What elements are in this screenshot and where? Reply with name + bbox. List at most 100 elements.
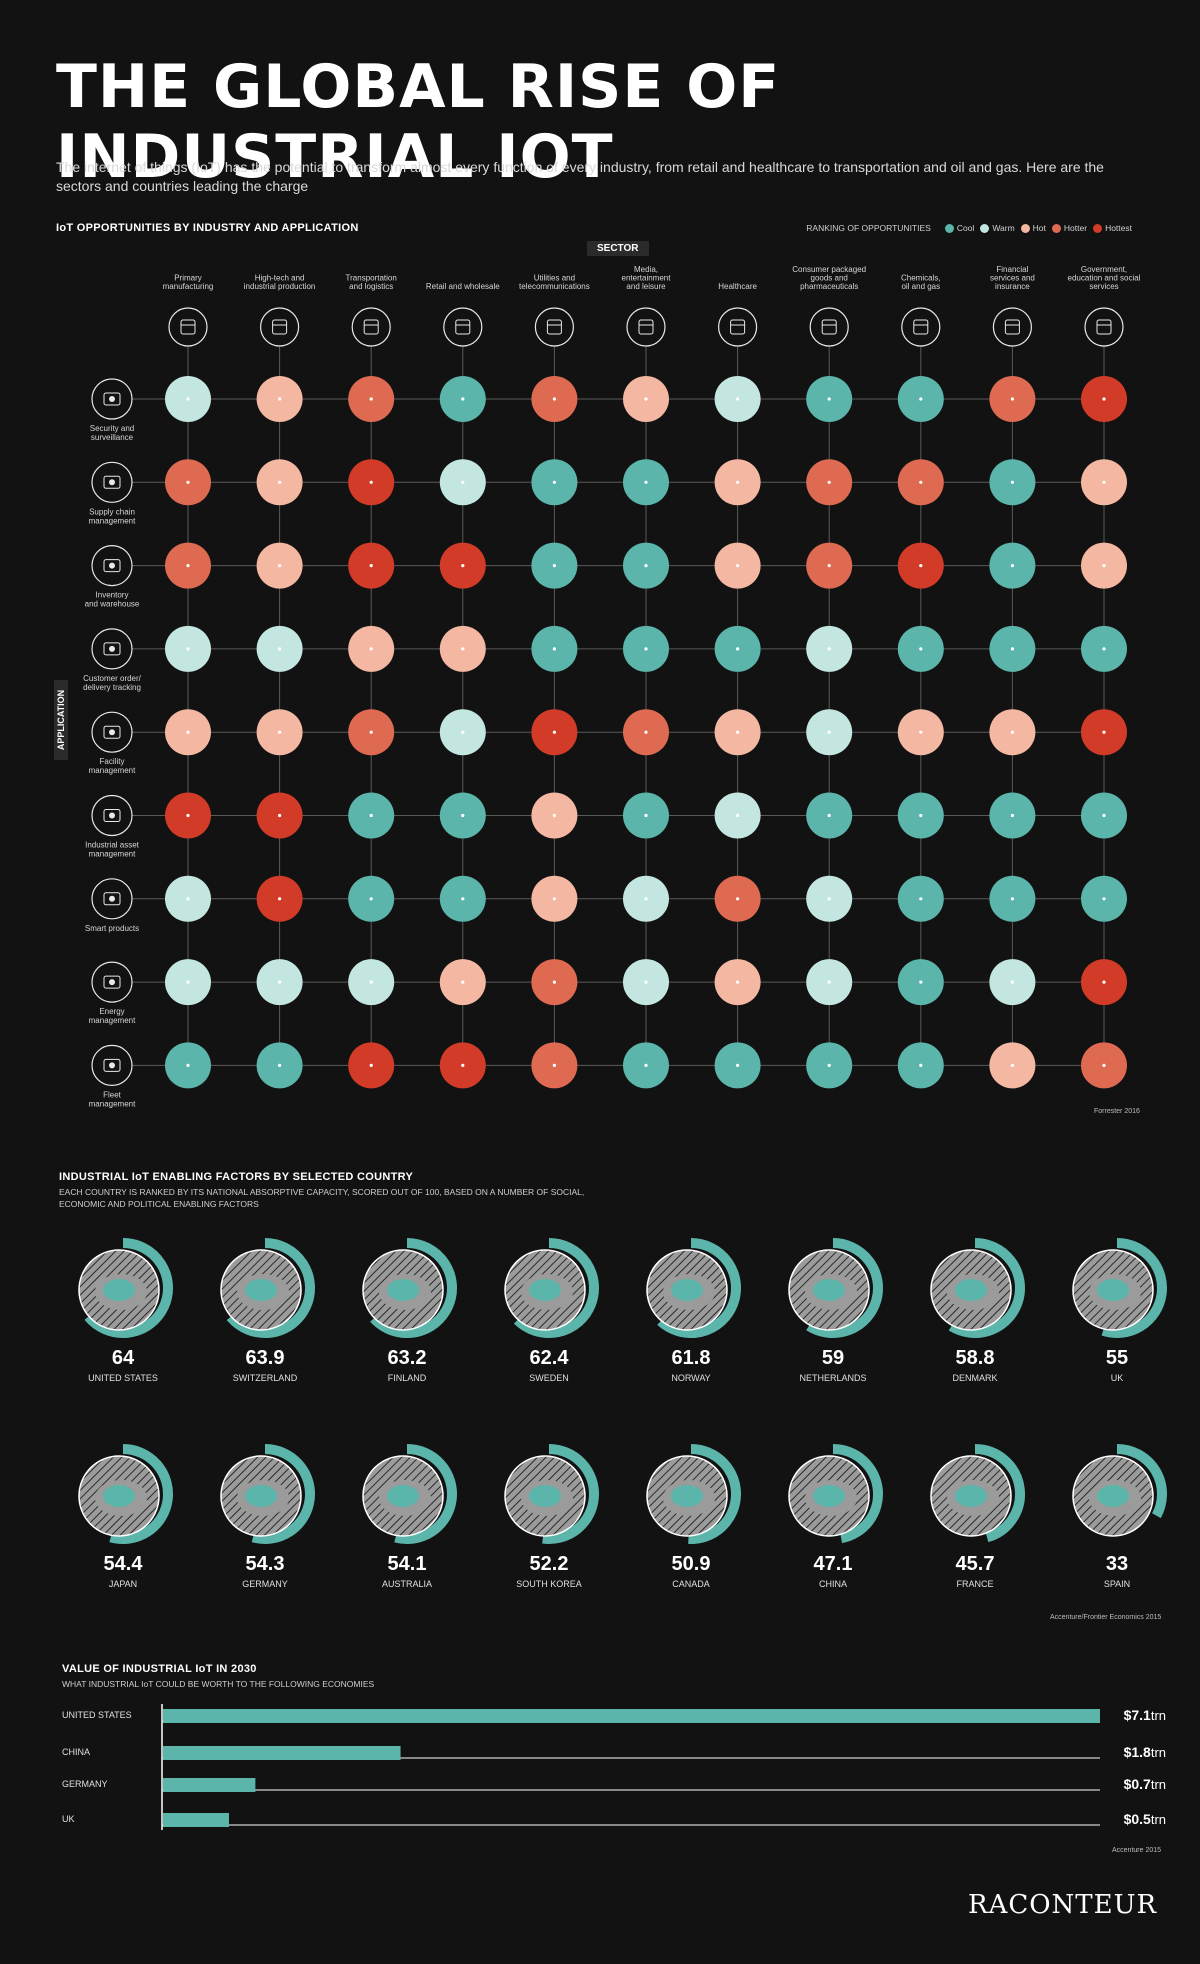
highlighted-country	[103, 1279, 135, 1301]
legend-item-warm: Warm	[980, 223, 1015, 233]
dot-center	[461, 647, 465, 651]
legend-item-hottest: Hottest	[1093, 223, 1132, 233]
tools-icon	[168, 307, 208, 347]
highlighted-country	[955, 1279, 987, 1301]
sector-label: High-tech and industrial production	[244, 274, 316, 292]
dot-center	[186, 397, 190, 401]
dot-center	[919, 647, 923, 651]
application-label: Energy management	[89, 1007, 136, 1025]
country-score: 45.7	[955, 1553, 995, 1575]
legend-item-hotter: Hotter	[1051, 223, 1087, 233]
dot-center	[736, 813, 740, 818]
dot-center	[919, 397, 923, 401]
dot-center	[736, 1063, 740, 1067]
countries-title: INDUSTRIAL IoT ENABLING FACTORS BY SELEC…	[59, 1171, 414, 1183]
opportunity-heatmap: Primary manufacturing High-tech and industr…	[83, 265, 1141, 1108]
country-shape	[947, 1480, 999, 1516]
highlighted-country	[103, 1485, 135, 1507]
highlighted-country	[387, 1485, 419, 1507]
country-name: UNITED STATES	[88, 1373, 158, 1383]
country-name: SOUTH KOREA	[516, 1579, 582, 1589]
country-item: 63.2 FINLAND	[347, 1347, 467, 1383]
dot-center	[827, 813, 831, 818]
map-disc	[647, 1250, 727, 1330]
dot-center	[919, 897, 923, 901]
country-name: AUSTRALIA	[381, 1579, 432, 1589]
dot-center	[644, 397, 648, 401]
warehouse-chart-icon	[91, 544, 133, 587]
country-item: 54.3 GERMANY	[205, 1553, 325, 1589]
map-disc	[1073, 1250, 1153, 1330]
score-arc	[1101, 1238, 1167, 1338]
dot-center	[644, 647, 648, 651]
highlighted-country	[813, 1279, 845, 1301]
value-bar	[163, 1813, 229, 1827]
facility-monitor-icon	[91, 711, 133, 753]
highlighted-country	[529, 1485, 561, 1507]
order-tracking-icon	[91, 628, 133, 670]
country-item: 55 UK	[1057, 1347, 1177, 1383]
globe-icon	[91, 461, 133, 503]
score-arc	[688, 1444, 741, 1544]
sector-label: Retail and wholesale	[426, 282, 500, 291]
dot-center	[552, 1063, 557, 1067]
dot-center	[461, 397, 465, 401]
bar-category-label: UNITED STATES	[62, 1710, 132, 1720]
dot-center	[1102, 897, 1106, 901]
country-item: 45.7 FRANCE	[915, 1553, 1035, 1589]
dot-center	[919, 564, 923, 568]
country-score: 54.1	[387, 1553, 427, 1575]
dot-center	[736, 480, 740, 484]
country-name: SWITZERLAND	[232, 1373, 298, 1383]
country-ring	[788, 1444, 884, 1544]
countries-subtitle: EACH COUNTRY IS RANKED BY ITS NATIONAL A…	[59, 1187, 585, 1209]
dot-center	[461, 980, 465, 984]
highlighted-country	[245, 1279, 277, 1301]
application-axis-label: APPLICATION	[54, 680, 68, 760]
map-disc	[221, 1250, 301, 1330]
dot-center	[186, 730, 190, 734]
dot-center	[919, 730, 923, 734]
intro-text: The internet of things (IoT) has the pot…	[56, 159, 1104, 194]
highlighted-country	[387, 1279, 419, 1301]
smart-cloud-icon	[91, 878, 133, 920]
dot-center	[736, 397, 740, 401]
dot-center	[644, 813, 648, 818]
highlighted-country	[1097, 1279, 1129, 1301]
dot-center	[186, 1063, 190, 1067]
robot-arm-icon	[260, 307, 300, 347]
sector-label: Utilities and telecommunications	[519, 274, 590, 292]
country-ring	[78, 1238, 173, 1338]
country-item: 64 UNITED STATES	[63, 1347, 183, 1383]
dot-center	[369, 897, 373, 901]
country-ring	[504, 1444, 599, 1544]
dot-center	[827, 980, 831, 984]
country-name: DENMARK	[952, 1373, 998, 1383]
value-bar	[163, 1778, 256, 1792]
country-ring	[362, 1444, 457, 1544]
country-ring	[220, 1444, 315, 1544]
dot-center	[919, 980, 923, 984]
dot-center	[552, 980, 557, 984]
dot-center	[278, 647, 282, 651]
country-name: CANADA	[672, 1579, 710, 1589]
country-score: 58.8	[955, 1347, 995, 1369]
dot-center	[1010, 1063, 1015, 1067]
dot-center	[461, 1063, 465, 1067]
dot-center	[369, 1063, 373, 1067]
country-name: SPAIN	[1103, 1579, 1131, 1589]
country-item: 50.9 CANADA	[631, 1553, 751, 1589]
dot-center	[644, 980, 648, 984]
dot-center	[736, 897, 740, 901]
dot-center	[644, 564, 648, 568]
country-item: 47.1 CHINA	[773, 1553, 893, 1589]
score-arc	[109, 1444, 173, 1544]
country-score: 59	[821, 1347, 845, 1369]
country-ring	[646, 1444, 741, 1544]
dot-center	[369, 564, 373, 568]
dot-center	[644, 480, 648, 484]
country-shape	[663, 1480, 715, 1516]
dot-center	[1010, 813, 1015, 818]
dot-center	[552, 813, 557, 818]
map-disc	[79, 1250, 159, 1330]
